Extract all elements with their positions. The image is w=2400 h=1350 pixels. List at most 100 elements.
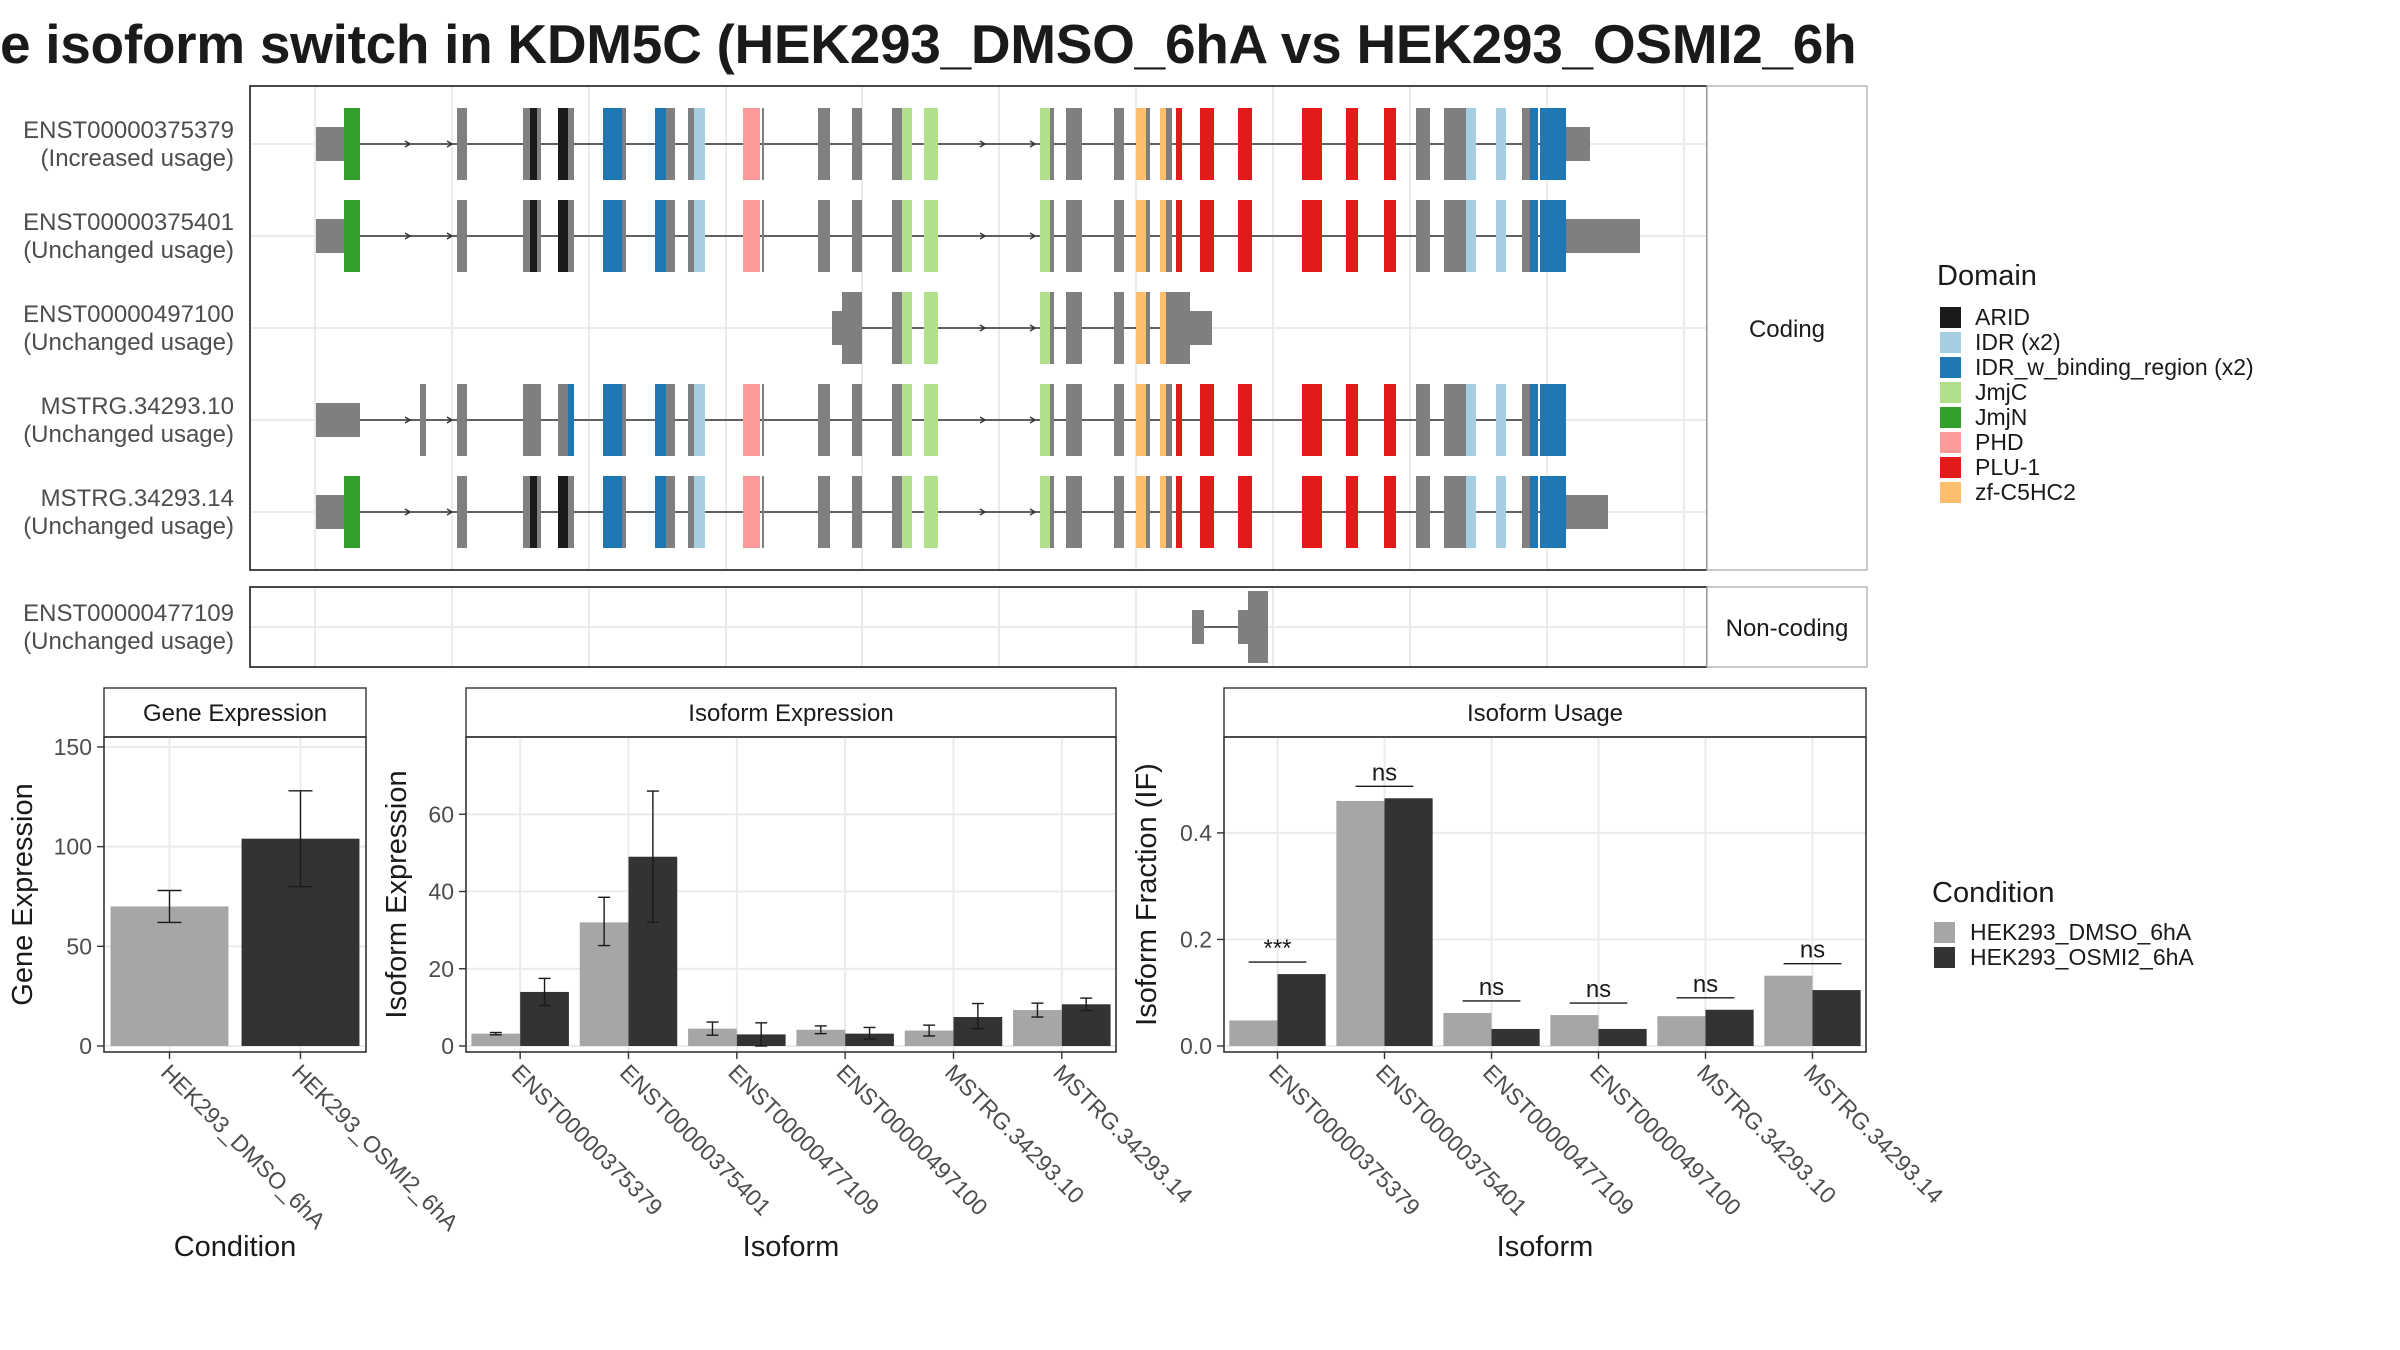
x-axis-title: Isoform [1497,1231,1594,1263]
domain-block [1346,108,1358,180]
domain-block [344,108,360,180]
exon-block [1166,384,1172,456]
panel-title: Gene Expression [143,700,327,727]
legend-label: PLU-1 [1975,454,2040,480]
domain-block [1160,292,1166,364]
exon-block [1416,108,1430,180]
domain-block [655,200,666,272]
domain-block [694,200,705,272]
domain-block [344,476,360,548]
domain-block [1200,108,1214,180]
domain-block [902,108,912,180]
coding-strip-label: Coding [1749,316,1825,343]
domain-block [558,476,568,548]
domain-block [1384,476,1396,548]
isoform-expression-panel: Isoform Expression0204060ENST00000375379… [381,687,1198,1263]
domain-block [1466,384,1476,456]
legend-label: PHD [1975,429,2024,455]
domain-block [924,108,938,180]
exon-block [1190,311,1212,345]
domain-block [1384,200,1396,272]
bar [1277,974,1326,1046]
exon-block [1066,384,1082,456]
domain-block [1346,476,1358,548]
panel-border [1223,736,1867,1053]
domain-block [1160,476,1166,548]
domain-block [1040,292,1050,364]
bar [1550,1015,1599,1046]
legend-label: JmjN [1975,404,2027,430]
legend-label: zf-C5HC2 [1975,479,2076,505]
domain-block [924,476,938,548]
exon-block [622,200,626,272]
direction-arrow [1029,140,1037,148]
exon-block [688,384,694,456]
exon-block [1566,219,1640,253]
transcript-id-label: ENST00000497100 [23,301,234,328]
legend-key-osmi [1934,947,1955,968]
domain-block [1176,476,1182,548]
bar [1491,1028,1540,1046]
bar [1657,1016,1706,1046]
exon-block [523,200,530,272]
domain-block [1540,200,1560,272]
domain-block [1466,200,1476,272]
bar [1336,800,1385,1046]
y-tick-label: 0 [441,1033,454,1059]
legend-label: JmjC [1975,379,2027,405]
domain-block [1530,384,1538,456]
domain-block [1346,200,1358,272]
exon-block [568,108,574,180]
exon-block [892,476,902,548]
domain-block [1302,476,1322,548]
domain-block [603,200,622,272]
domain-block [1302,200,1322,272]
exon-block [1522,476,1530,548]
bar [1598,1028,1647,1046]
legend-key-dmso [1934,922,1955,943]
exon-block [1050,108,1054,180]
transcript-id-label: ENST00000375379 [23,117,234,144]
domain-block [1238,384,1252,456]
domain-block [1496,476,1506,548]
exon-block [1146,200,1150,272]
y-tick-label: 40 [428,879,454,905]
exon-block [666,476,675,548]
y-tick-label: 0 [79,1033,92,1059]
domain-block [655,384,666,456]
domain-block [1238,200,1252,272]
domain-block [1200,200,1214,272]
domain-block [924,292,938,364]
bar [1764,975,1813,1046]
y-axis-title: Isoform Expression [381,770,413,1018]
bar [471,1033,521,1046]
bar [110,906,229,1046]
domain-block [1040,200,1050,272]
exon-block [537,476,541,548]
exon-block [818,108,830,180]
exon-block [852,200,862,272]
domain-block [743,384,760,456]
exon-block [1444,200,1466,272]
domain-block [530,200,537,272]
transcript-usage-label: (Unchanged usage) [23,628,234,655]
domain-block [1238,108,1252,180]
domain-block [1040,108,1050,180]
direction-arrow [979,416,987,424]
exon-block [1522,200,1530,272]
legend-label: HEK293_OSMI2_6hA [1970,944,2194,970]
exon-block [852,476,862,548]
domain-block [568,384,574,456]
transcript-usage-label: (Unchanged usage) [23,329,234,356]
bar [904,1030,954,1046]
exon-block [892,200,902,272]
y-axis-title: Gene Expression [7,783,39,1005]
panel-title-strip [103,687,367,738]
significance-label: ns [1586,976,1611,1003]
domain-block [530,476,537,548]
domain-block [902,476,912,548]
exon-block [666,200,675,272]
exon-block [420,384,426,456]
domain-block [1530,108,1538,180]
domain-block [743,476,760,548]
